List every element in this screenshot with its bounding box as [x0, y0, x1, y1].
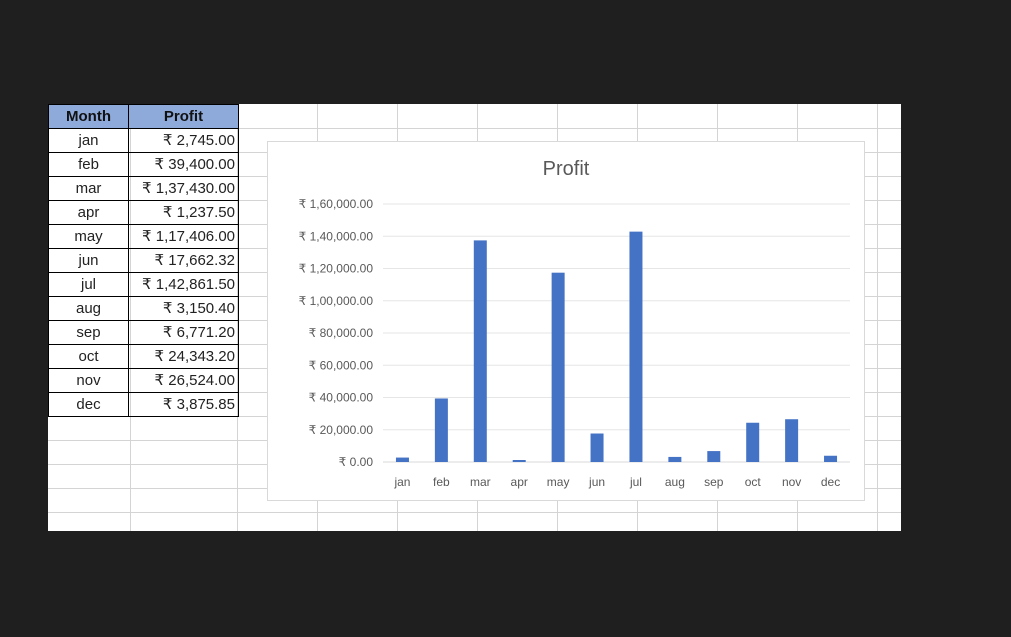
- x-tick-label: apr: [511, 475, 528, 489]
- y-tick-label: ₹ 40,000.00: [309, 391, 374, 405]
- month-cell[interactable]: sep: [48, 320, 129, 345]
- table-row: jun ₹ 17,662.32: [48, 248, 239, 273]
- month-cell[interactable]: jan: [48, 128, 129, 153]
- profit-chart[interactable]: Profit ₹ 0.00 ₹ 20,000.00 ₹ 40,000.00 ₹ 60,…: [267, 141, 865, 501]
- month-cell[interactable]: oct: [48, 344, 129, 369]
- bar-sep[interactable]: [707, 451, 721, 462]
- table-row: feb ₹ 39,400.00: [48, 152, 239, 177]
- y-tick-label: ₹ 80,000.00: [309, 326, 374, 340]
- profit-cell[interactable]: ₹ 1,37,430.00: [128, 176, 239, 201]
- month-cell[interactable]: apr: [48, 200, 129, 225]
- bar-feb[interactable]: [434, 398, 448, 462]
- y-tick-label: ₹ 60,000.00: [309, 358, 374, 372]
- table-row: aug ₹ 3,150.40: [48, 296, 239, 321]
- column-divider: [877, 104, 878, 531]
- y-tick-label: ₹ 1,00,000.00: [299, 294, 374, 308]
- month-cell[interactable]: mar: [48, 176, 129, 201]
- x-tick-label: feb: [433, 475, 450, 489]
- month-cell[interactable]: aug: [48, 296, 129, 321]
- profit-table: Month Profit jan ₹ 2,745.00 feb ₹ 39,400.0…: [48, 104, 239, 417]
- chart-plot-area: ₹ 0.00 ₹ 20,000.00 ₹ 40,000.00 ₹ 60,000.00 ₹…: [299, 197, 850, 489]
- x-tick-label: dec: [821, 475, 840, 489]
- profit-cell[interactable]: ₹ 1,42,861.50: [128, 272, 239, 297]
- bar-dec[interactable]: [824, 455, 838, 462]
- x-tick-label: aug: [665, 475, 685, 489]
- y-tick-label: ₹ 0.00: [339, 455, 374, 469]
- profit-cell[interactable]: ₹ 3,875.85: [128, 392, 239, 417]
- table-row: may ₹ 1,17,406.00: [48, 224, 239, 249]
- row-divider: [48, 128, 901, 129]
- table-row: jul ₹ 1,42,861.50: [48, 272, 239, 297]
- bar-nov[interactable]: [785, 419, 799, 462]
- table-row: oct ₹ 24,343.20: [48, 344, 239, 369]
- table-row: nov ₹ 26,524.00: [48, 368, 239, 393]
- month-cell[interactable]: nov: [48, 368, 129, 393]
- profit-cell[interactable]: ₹ 3,150.40: [128, 296, 239, 321]
- bar-jan[interactable]: [395, 457, 409, 462]
- bar-apr[interactable]: [512, 460, 526, 462]
- chart-title: Profit: [542, 158, 590, 180]
- bar-jun[interactable]: [590, 433, 604, 462]
- bar-may[interactable]: [551, 272, 565, 462]
- profit-cell[interactable]: ₹ 2,745.00: [128, 128, 239, 153]
- y-tick-label: ₹ 1,20,000.00: [299, 262, 374, 276]
- spreadsheet-grid[interactable]: Month Profit jan ₹ 2,745.00 feb ₹ 39,400.0…: [48, 104, 901, 531]
- table-row: sep ₹ 6,771.20: [48, 320, 239, 345]
- table-header-row: Month Profit: [48, 104, 239, 129]
- profit-cell[interactable]: ₹ 17,662.32: [128, 248, 239, 273]
- y-tick-label: ₹ 1,60,000.00: [299, 197, 374, 211]
- bar-jul[interactable]: [629, 231, 643, 462]
- x-tick-label: mar: [470, 475, 491, 489]
- table-row: dec ₹ 3,875.85: [48, 392, 239, 417]
- profit-cell[interactable]: ₹ 6,771.20: [128, 320, 239, 345]
- y-tick-label: ₹ 1,40,000.00: [299, 229, 374, 243]
- table-row: jan ₹ 2,745.00: [48, 128, 239, 153]
- bar-aug[interactable]: [668, 456, 682, 462]
- table-row: mar ₹ 1,37,430.00: [48, 176, 239, 201]
- y-tick-label: ₹ 20,000.00: [309, 423, 374, 437]
- x-tick-label: nov: [782, 475, 801, 489]
- month-cell[interactable]: feb: [48, 152, 129, 177]
- bar-mar[interactable]: [473, 240, 487, 462]
- table-row: apr ₹ 1,237.50: [48, 200, 239, 225]
- x-tick-label: sep: [704, 475, 724, 489]
- profit-cell[interactable]: ₹ 39,400.00: [128, 152, 239, 177]
- x-tick-label: jan: [393, 475, 410, 489]
- profit-cell[interactable]: ₹ 1,237.50: [128, 200, 239, 225]
- row-divider: [48, 512, 901, 513]
- x-tick-label: jun: [588, 475, 605, 489]
- month-cell[interactable]: jun: [48, 248, 129, 273]
- month-cell[interactable]: jul: [48, 272, 129, 297]
- header-cell-month[interactable]: Month: [48, 104, 129, 129]
- month-cell[interactable]: may: [48, 224, 129, 249]
- profit-cell[interactable]: ₹ 1,17,406.00: [128, 224, 239, 249]
- profit-cell[interactable]: ₹ 26,524.00: [128, 368, 239, 393]
- bar-oct[interactable]: [746, 422, 760, 462]
- month-cell[interactable]: dec: [48, 392, 129, 417]
- header-cell-profit[interactable]: Profit: [128, 104, 239, 129]
- x-tick-label: oct: [745, 475, 762, 489]
- profit-cell[interactable]: ₹ 24,343.20: [128, 344, 239, 369]
- x-tick-label: jul: [629, 475, 642, 489]
- x-tick-label: may: [547, 475, 570, 489]
